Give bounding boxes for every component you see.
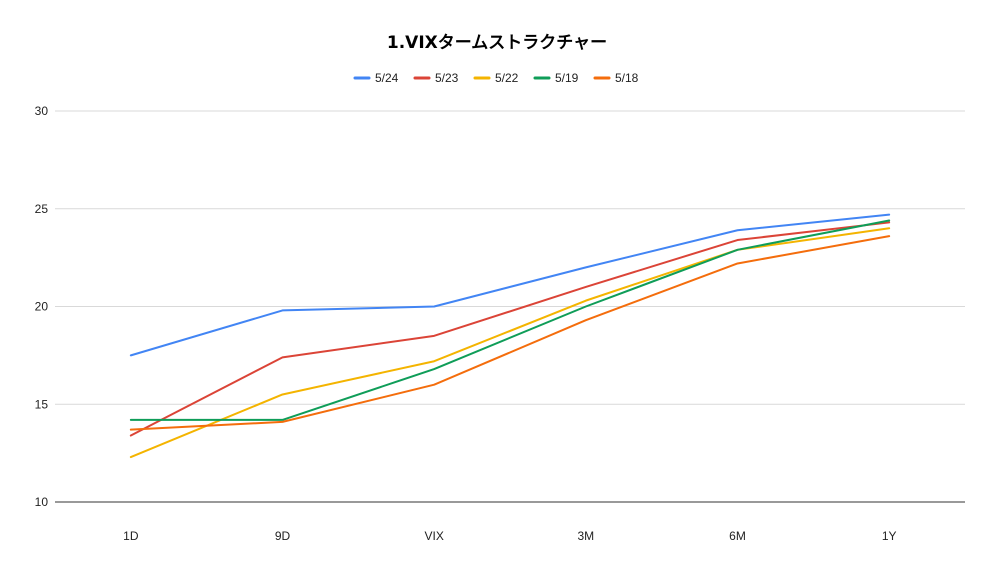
legend-label: 5/22 [495,71,519,85]
legend-item: 5/19 [533,71,579,85]
series-line-5-19 [129,219,891,421]
gridlines [55,110,965,503]
x-tick-label: 1D [123,529,139,543]
legend-label: 5/24 [375,71,399,85]
x-tick-label: VIX [424,529,443,543]
legend-label: 5/18 [615,71,639,85]
series-group [129,213,891,459]
series-line-5-24 [129,213,891,357]
x-axis-ticks: 1D 9D VIX 3M 6M 1Y [123,529,896,543]
y-tick-label: 20 [35,300,49,314]
x-tick-label: 9D [275,529,291,543]
chart-title: 1.VIXタームストラクチャー [387,33,607,53]
y-tick-label: 15 [35,397,49,411]
series-line-5-23 [129,221,891,437]
legend-item: 5/18 [593,71,639,85]
y-tick-label: 25 [35,202,49,216]
y-tick-label: 10 [35,495,49,509]
legend-item: 5/23 [413,71,459,85]
legend-label: 5/23 [435,71,459,85]
legend-item: 5/24 [353,71,399,85]
x-tick-label: 6M [729,529,746,543]
x-tick-label: 1Y [882,529,897,543]
series-line-5-22 [129,227,891,459]
series-line-5-18 [129,235,891,431]
legend-item: 5/22 [473,71,519,85]
legend-label: 5/19 [555,71,579,85]
legend: 5/24 5/23 5/22 5/19 5/18 [353,71,639,85]
x-tick-label: 3M [577,529,594,543]
y-tick-label: 30 [35,104,49,118]
y-axis-ticks: 10 15 20 25 30 [35,104,49,509]
